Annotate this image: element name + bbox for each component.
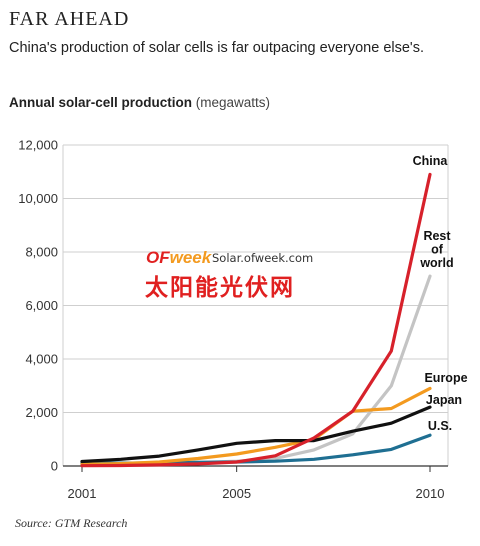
x-tick-label: 2010 bbox=[416, 486, 445, 501]
y-tick-label: 8,000 bbox=[25, 245, 58, 260]
series-label-europe: Europe bbox=[424, 371, 467, 385]
series-line-china bbox=[80, 172, 432, 468]
watermark-logo-week: week bbox=[170, 248, 213, 267]
series-label-rest-of-world: Rest of world bbox=[419, 229, 453, 270]
watermark: OFweek Solar.ofweek.com 太阳能光伏网 bbox=[145, 248, 313, 301]
y-tick-label: 0 bbox=[51, 459, 58, 474]
page-title: FAR AHEAD bbox=[9, 8, 130, 30]
y-tick-label: 6,000 bbox=[25, 298, 58, 313]
series-line-europe bbox=[80, 386, 432, 466]
source-note: Source: GTM Research bbox=[15, 516, 128, 530]
series-layer bbox=[80, 172, 432, 468]
chart-heading: Annual solar-cell production (megawatts) bbox=[9, 95, 270, 110]
watermark-url: Solar.ofweek.com bbox=[212, 251, 313, 265]
chart-heading-label: Annual solar-cell production bbox=[9, 95, 193, 110]
series-line-japan bbox=[80, 405, 432, 464]
watermark-logo: OFweek bbox=[146, 248, 213, 267]
grid-layer bbox=[62, 144, 449, 466]
series-label-japan: Japan bbox=[426, 393, 462, 407]
series-label-china: China bbox=[413, 154, 449, 168]
x-tick-label: 2001 bbox=[68, 486, 97, 501]
page-subtitle: China's production of solar cells is far… bbox=[9, 40, 424, 56]
y-tick-label: 12,000 bbox=[18, 138, 58, 153]
y-tick-label: 4,000 bbox=[25, 352, 58, 367]
series-label-u-s: U.S. bbox=[428, 419, 452, 433]
axis-layer: 0 2,000 4,000 6,000 8,000 10,000 12,000 2001 200… bbox=[18, 138, 448, 501]
x-tick-label: 2005 bbox=[222, 486, 251, 501]
label-layer: China Rest of world Europe Japan U.S. bbox=[413, 154, 468, 433]
watermark-logo-of: OF bbox=[146, 248, 170, 267]
chart-heading-unit: (megawatts) bbox=[195, 95, 271, 110]
y-tick-label: 2,000 bbox=[25, 405, 58, 420]
y-tick-label: 10,000 bbox=[18, 191, 58, 206]
watermark-chinese: 太阳能光伏网 bbox=[145, 274, 295, 301]
